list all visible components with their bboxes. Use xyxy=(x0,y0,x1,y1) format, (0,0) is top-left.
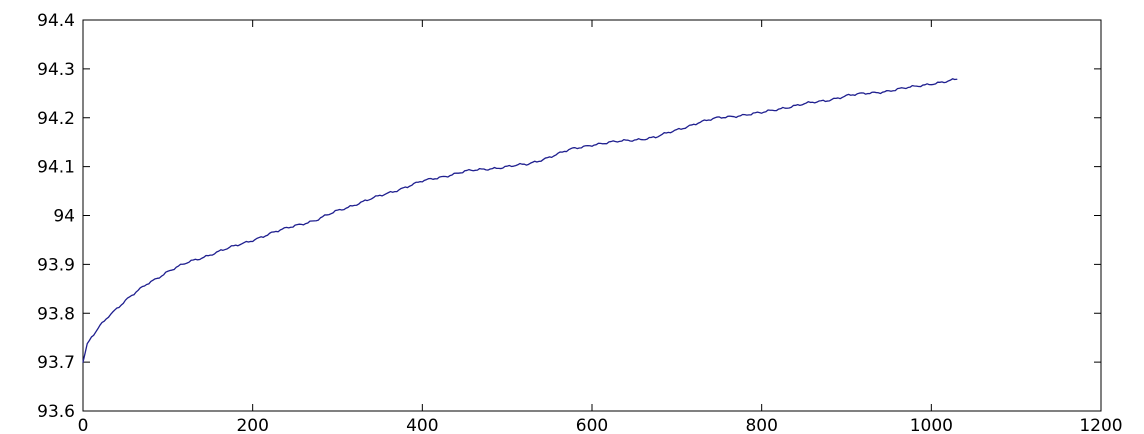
y-tick-label: 94.4 xyxy=(37,11,75,31)
x-tick-label: 400 xyxy=(406,416,438,434)
x-tick-label: 0 xyxy=(78,416,89,434)
y-tick-label: 93.8 xyxy=(37,304,75,324)
series-layer xyxy=(82,78,958,363)
y-tick-label: 94 xyxy=(53,207,75,227)
y-tick-label: 93.9 xyxy=(37,255,75,275)
x-tick-label: 200 xyxy=(236,416,268,434)
plot-area xyxy=(82,19,1102,412)
y-tick-label: 93.6 xyxy=(37,402,75,422)
y-tick-label: 93.7 xyxy=(37,353,75,373)
y-tick-label: 94.2 xyxy=(37,109,75,129)
x-tick-label: 600 xyxy=(576,416,608,434)
axis-tick-labels: 0 200 400 600 800 1000 1200 93.6 93.7 93.8 93.9 94 9… xyxy=(37,11,1122,434)
x-tick-label: 800 xyxy=(745,416,777,434)
y-tick-label: 94.1 xyxy=(37,158,75,178)
series-line xyxy=(82,78,958,363)
x-tick-label: 1000 xyxy=(910,416,953,434)
axis-ticks xyxy=(82,19,1102,412)
x-tick-label: 1200 xyxy=(1079,416,1122,434)
y-tick-label: 94.3 xyxy=(37,60,75,80)
